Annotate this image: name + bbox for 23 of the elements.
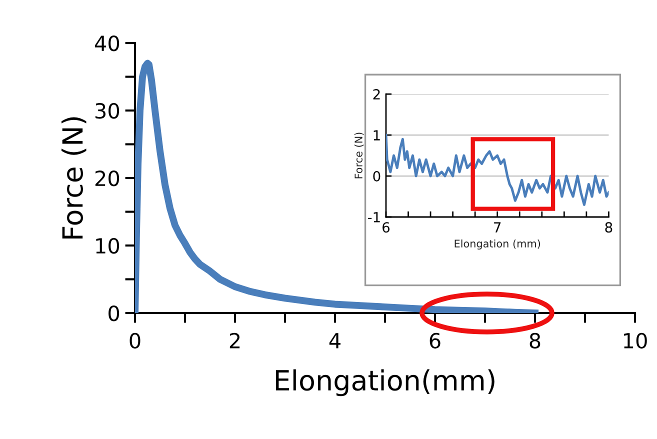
y-tick-label: 2 bbox=[373, 89, 380, 100]
y-tick-label: 1 bbox=[374, 130, 380, 140]
y-tick-label: 10 bbox=[96, 238, 120, 254]
y-axis-title: Force (N) bbox=[354, 132, 364, 178]
x-tick-label: 4 bbox=[329, 333, 340, 348]
y-axis-title: Force (N) bbox=[62, 117, 86, 238]
x-tick-label: 6 bbox=[382, 222, 390, 233]
y-tick-label: 30 bbox=[96, 102, 120, 119]
y-tick-label: -1 bbox=[368, 212, 380, 222]
x-tick-label: 6 bbox=[430, 332, 440, 349]
x-tick-label: 8 bbox=[605, 222, 612, 233]
x-tick-label: 8 bbox=[530, 332, 540, 349]
x-axis-title: Elongation(mm) bbox=[276, 369, 494, 396]
y-tick-label: 40 bbox=[94, 35, 120, 52]
x-tick-label: 7 bbox=[494, 222, 501, 232]
x-tick-label: 10 bbox=[624, 332, 647, 349]
x-tick-label: 0 bbox=[130, 332, 140, 349]
line-series bbox=[386, 134, 609, 206]
x-axis-title: Elongation (mm) bbox=[454, 239, 540, 250]
y-tick-label: 0 bbox=[108, 305, 120, 322]
y-tick-label: 0 bbox=[373, 170, 380, 182]
x-tick-label: 2 bbox=[230, 332, 240, 348]
y-tick-label: 20 bbox=[95, 170, 120, 186]
